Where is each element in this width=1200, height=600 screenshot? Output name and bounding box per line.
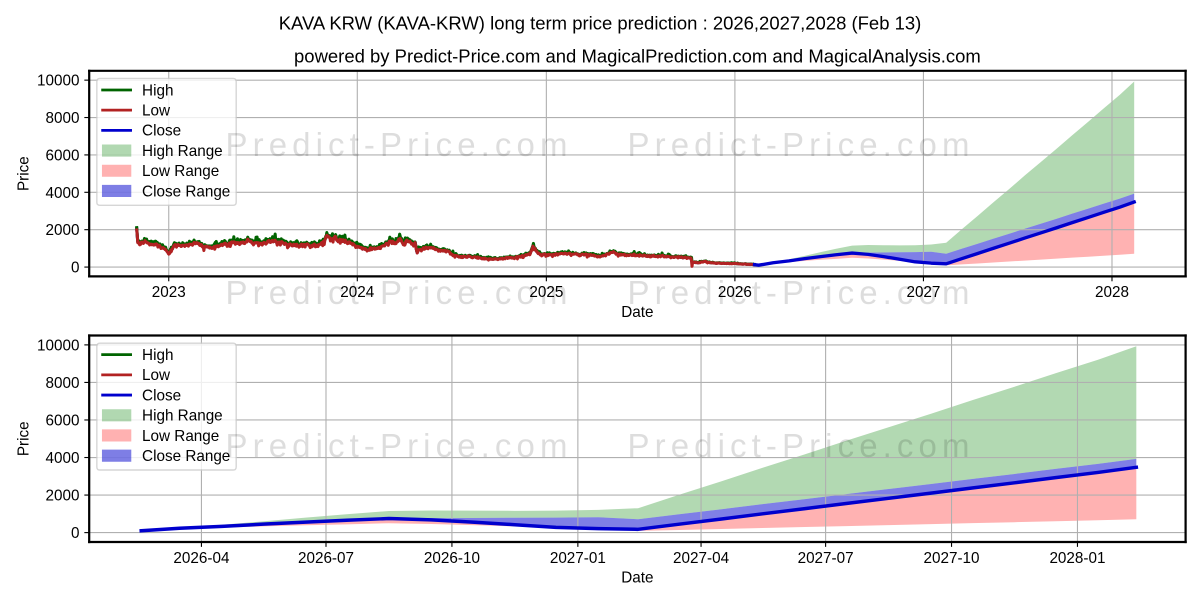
svg-text:2027-01: 2027-01 bbox=[550, 550, 606, 567]
svg-text:Predict-Price.com: Predict-Price.com bbox=[226, 126, 573, 163]
svg-text:2028: 2028 bbox=[1095, 284, 1129, 301]
svg-text:2027: 2027 bbox=[906, 284, 940, 301]
svg-text:Low: Low bbox=[142, 367, 171, 384]
svg-text:Close Range: Close Range bbox=[142, 183, 230, 200]
svg-text:2027-07: 2027-07 bbox=[798, 550, 854, 567]
svg-text:Predict-Price.com: Predict-Price.com bbox=[628, 126, 975, 163]
svg-text:High: High bbox=[142, 82, 173, 99]
svg-text:2025: 2025 bbox=[529, 284, 563, 301]
svg-text:Low: Low bbox=[142, 103, 171, 120]
svg-text:2026-10: 2026-10 bbox=[424, 550, 480, 567]
svg-text:Close Range: Close Range bbox=[142, 448, 230, 465]
svg-text:4000: 4000 bbox=[46, 185, 80, 202]
svg-text:High Range: High Range bbox=[142, 143, 223, 160]
svg-text:High: High bbox=[142, 347, 173, 364]
svg-text:8000: 8000 bbox=[46, 375, 80, 392]
svg-text:2024: 2024 bbox=[340, 284, 374, 301]
svg-text:Predict-Price.com: Predict-Price.com bbox=[628, 274, 975, 311]
svg-text:6000: 6000 bbox=[46, 413, 80, 430]
svg-text:Price: Price bbox=[15, 156, 32, 191]
svg-text:10000: 10000 bbox=[37, 337, 79, 354]
svg-text:Low Range: Low Range bbox=[142, 428, 219, 445]
svg-text:2027-04: 2027-04 bbox=[673, 550, 730, 567]
svg-text:Date: Date bbox=[621, 570, 653, 587]
svg-text:10000: 10000 bbox=[37, 73, 79, 90]
svg-text:2026: 2026 bbox=[718, 284, 752, 301]
svg-text:2027-10: 2027-10 bbox=[924, 550, 980, 567]
svg-text:Date: Date bbox=[621, 304, 653, 321]
svg-text:KAVA KRW (KAVA-KRW) long term: KAVA KRW (KAVA-KRW) long term price pred… bbox=[279, 12, 922, 33]
svg-text:2026-04: 2026-04 bbox=[173, 550, 230, 567]
svg-text:Predict-Price.com: Predict-Price.com bbox=[226, 427, 573, 464]
svg-text:4000: 4000 bbox=[46, 450, 80, 467]
svg-text:0: 0 bbox=[71, 260, 80, 277]
svg-text:Low Range: Low Range bbox=[142, 163, 219, 180]
svg-text:High Range: High Range bbox=[142, 408, 223, 425]
svg-text:2028-01: 2028-01 bbox=[1049, 550, 1105, 567]
svg-text:Close: Close bbox=[142, 123, 181, 140]
svg-text:8000: 8000 bbox=[46, 110, 80, 127]
svg-text:2026-07: 2026-07 bbox=[298, 550, 354, 567]
svg-text:Predict-Price.com: Predict-Price.com bbox=[226, 274, 573, 311]
svg-text:Close: Close bbox=[142, 387, 181, 404]
svg-text:Price: Price bbox=[15, 421, 32, 456]
svg-text:powered by Predict-Price.com a: powered by Predict-Price.com and Magical… bbox=[294, 45, 981, 66]
svg-text:2000: 2000 bbox=[46, 488, 80, 505]
svg-text:Predict-Price.com: Predict-Price.com bbox=[628, 427, 975, 464]
svg-text:2000: 2000 bbox=[46, 222, 80, 239]
svg-text:2023: 2023 bbox=[152, 284, 186, 301]
svg-text:6000: 6000 bbox=[46, 147, 80, 164]
svg-text:0: 0 bbox=[71, 525, 80, 542]
